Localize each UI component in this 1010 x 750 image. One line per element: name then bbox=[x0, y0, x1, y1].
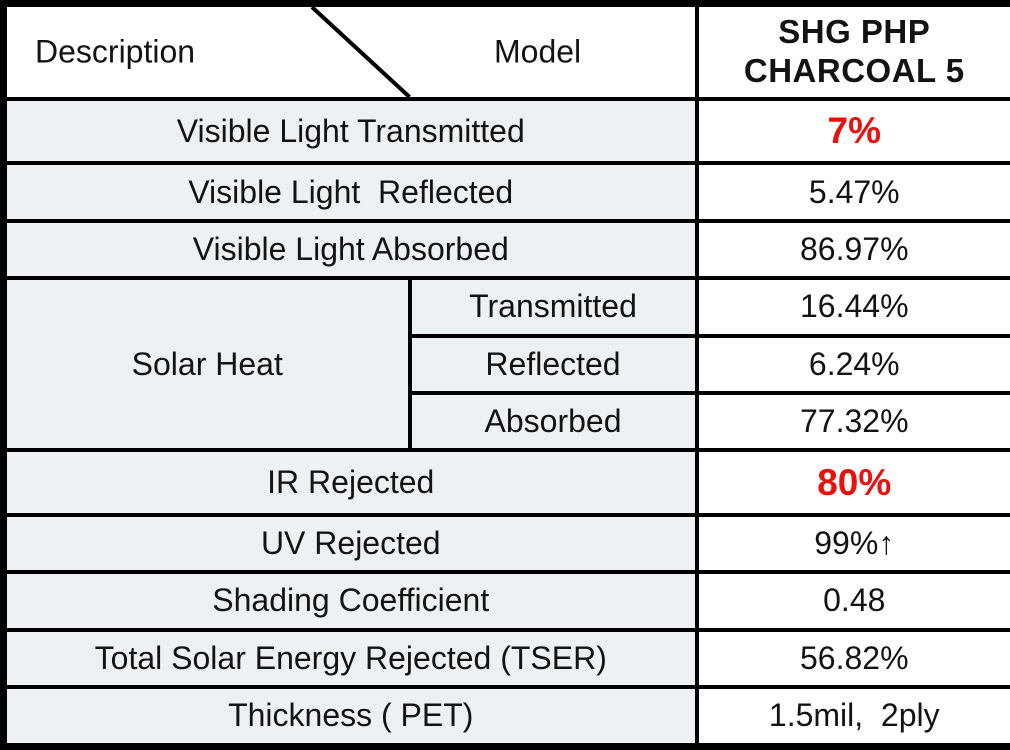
table-row: Visible Light Reflected 5.47% bbox=[1, 161, 1010, 223]
table-row: Visible Light Transmitted 7% bbox=[1, 96, 1010, 166]
row-visible-light-transmitted-label: Visible Light Transmitted bbox=[1, 96, 699, 166]
row-thickness-value: 1.5mil, 2ply bbox=[694, 684, 1010, 749]
row-shading-coefficient-value: 0.48 bbox=[694, 570, 1010, 632]
solar-heat-absorbed-value: 77.32% bbox=[694, 390, 1010, 453]
row-shading-coefficient-label: Shading Coefficient bbox=[1, 570, 699, 632]
table-row: Solar Heat Transmitted 16.44% bbox=[1, 276, 1010, 453]
model-name-cell: SHG PHP CHARCOAL 5 bbox=[694, 1, 1010, 101]
table-row: Absorbed 77.32% bbox=[4, 390, 1010, 453]
table-row: Thickness ( PET) 1.5mil, 2ply bbox=[1, 684, 1010, 749]
table-row: IR Rejected 80% bbox=[1, 448, 1010, 517]
solar-heat-transmitted-value: 16.44% bbox=[694, 276, 1010, 338]
row-visible-light-absorbed-label: Visible Light Absorbed bbox=[1, 218, 699, 281]
solar-heat-reflected-value: 6.24% bbox=[694, 333, 1010, 395]
table-row: Total Solar Energy Rejected (TSER) 56.82… bbox=[1, 627, 1010, 689]
solar-heat-transmitted-label: Transmitted bbox=[407, 276, 699, 338]
row-uv-rejected-value: 99%↑ bbox=[694, 512, 1010, 575]
solar-heat-absorbed-label: Absorbed bbox=[407, 390, 699, 453]
row-ir-rejected-label: IR Rejected bbox=[1, 448, 699, 517]
row-visible-light-reflected-label: Visible Light Reflected bbox=[1, 161, 699, 223]
model-header-label: Model bbox=[494, 33, 582, 70]
table-row: Reflected 6.24% bbox=[4, 333, 1010, 395]
row-visible-light-transmitted-value: 7% bbox=[694, 96, 1010, 166]
table-row: Visible Light Absorbed 86.97% bbox=[1, 218, 1010, 281]
solar-heat-reflected-label: Reflected bbox=[407, 333, 699, 395]
header-split-cell: Description Model bbox=[1, 1, 699, 101]
row-thickness-label: Thickness ( PET) bbox=[1, 684, 699, 749]
row-visible-light-reflected-value: 5.47% bbox=[694, 161, 1010, 223]
row-uv-rejected-label: UV Rejected bbox=[1, 512, 699, 575]
header-row: Description Model SHG PHP CHARCOAL 5 bbox=[1, 1, 1010, 101]
table-row: UV Rejected 99%↑ bbox=[1, 512, 1010, 575]
row-ir-rejected-value: 80% bbox=[694, 448, 1010, 517]
row-tser-value: 56.82% bbox=[694, 627, 1010, 689]
table-row: Shading Coefficient 0.48 bbox=[1, 570, 1010, 632]
row-tser-label: Total Solar Energy Rejected (TSER) bbox=[1, 627, 699, 689]
solar-heat-group-label: Solar Heat bbox=[1, 276, 412, 453]
row-visible-light-absorbed-value: 86.97% bbox=[694, 218, 1010, 281]
diagonal-divider-line bbox=[310, 7, 411, 96]
description-header-label: Description bbox=[35, 33, 196, 70]
